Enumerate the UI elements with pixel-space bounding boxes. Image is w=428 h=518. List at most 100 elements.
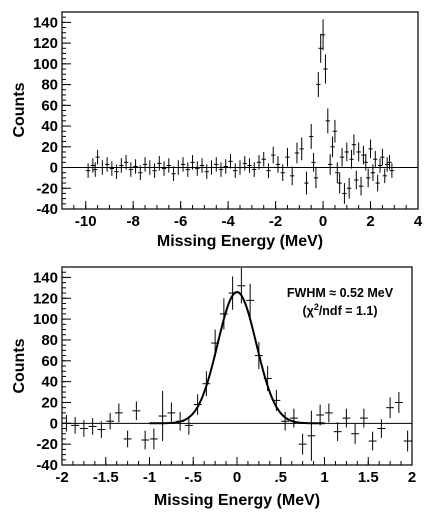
data-point [109, 161, 114, 176]
data-point [97, 421, 106, 438]
data-point [106, 412, 115, 430]
bottom-panel: -2 -1.5 -1 -.5 0 .5 1 1.5 2 -40 -20 0 20 40 60 80 100 120… [11, 266, 416, 509]
x-tick-label: 0 [233, 469, 241, 486]
data-point [79, 420, 88, 437]
data-point [85, 163, 91, 178]
data-point [351, 423, 360, 445]
data-point [335, 162, 340, 184]
data-point [147, 160, 152, 175]
data-point [358, 176, 364, 196]
data-point [377, 419, 386, 438]
data-point [166, 158, 171, 173]
y-tick-label: -20 [36, 180, 58, 197]
data-point [316, 72, 321, 98]
data-point [88, 418, 97, 435]
data-point [368, 139, 373, 159]
data-point [71, 417, 80, 434]
data-point [377, 158, 383, 173]
data-point [223, 159, 228, 174]
x-tick-label: 0 [319, 213, 327, 230]
data-point [294, 142, 300, 164]
bottom-data-points [62, 268, 412, 461]
data-point [138, 165, 143, 180]
data-point [132, 401, 141, 421]
y-tick-label: 0 [50, 415, 58, 432]
y-tick-label: 140 [33, 14, 58, 31]
x-tick-label: -4 [221, 213, 235, 230]
data-point [354, 170, 359, 190]
x-tick-label: -10 [75, 213, 97, 230]
data-point [100, 160, 105, 175]
data-point [373, 150, 378, 168]
data-point [104, 157, 110, 172]
data-point [333, 422, 342, 442]
x-tick-label: -2 [269, 213, 282, 230]
data-point [185, 162, 190, 177]
data-point [299, 137, 304, 161]
data-point [368, 431, 377, 451]
data-point [90, 158, 95, 173]
data-point [133, 159, 138, 174]
y-tick-label: 60 [41, 353, 58, 370]
data-point [193, 394, 202, 415]
data-point [328, 154, 333, 175]
data-point [204, 164, 209, 179]
y-tick-label: 100 [33, 56, 58, 73]
y-tick-label: 20 [41, 394, 58, 411]
data-point [359, 408, 368, 428]
chi2-annotation: (χ2/ndf = 1.1) [302, 302, 377, 318]
data-point [158, 391, 167, 442]
data-point [356, 142, 361, 162]
bottom-y-axis-title: Counts [11, 338, 28, 393]
data-point [304, 171, 309, 195]
y-tick-label: 40 [41, 118, 58, 135]
data-point [266, 163, 271, 178]
x-tick-label: 1.5 [358, 469, 379, 486]
bottom-axis-ticks: -2 -1.5 -1 -.5 0 .5 1 1.5 2 -40 -20 0 20 40 60 80 100 120… [33, 266, 416, 486]
data-point [176, 160, 181, 175]
data-point [219, 298, 228, 330]
data-point [280, 164, 285, 182]
data-point [386, 397, 395, 419]
bottom-x-axis-title: Missing Energy (MeV) [154, 492, 320, 509]
gaussian-fit-curve [149, 290, 325, 425]
data-point [339, 147, 345, 167]
data-point [237, 160, 243, 175]
data-point [271, 146, 276, 164]
data-point [152, 163, 157, 178]
x-tick-label: 1 [320, 469, 328, 486]
x-tick-label: -6 [174, 213, 187, 230]
data-point [195, 161, 200, 176]
top-data-points [85, 19, 395, 204]
y-tick-label: 20 [41, 139, 58, 156]
data-point [233, 163, 238, 178]
data-point [275, 156, 281, 173]
data-point [190, 155, 195, 170]
y-tick-label: 140 [33, 269, 58, 286]
y-tick-label: 60 [41, 97, 58, 114]
y-tick-label: 40 [41, 374, 58, 391]
data-point [325, 108, 330, 134]
data-point [199, 158, 205, 173]
y-tick-label: 120 [33, 290, 58, 307]
data-point [123, 155, 129, 170]
data-point [394, 392, 403, 413]
data-point [261, 151, 266, 167]
y-tick-label: -20 [36, 436, 58, 453]
data-point [351, 134, 357, 156]
y-tick-label: 100 [33, 311, 58, 328]
top-y-axis-title: Counts [11, 82, 28, 137]
x-tick-label: -2 [55, 469, 68, 486]
data-point [320, 19, 326, 51]
data-point [309, 123, 314, 149]
data-point [237, 268, 246, 304]
data-point [167, 402, 176, 424]
data-point [149, 428, 158, 450]
data-point [256, 155, 262, 170]
data-point [62, 414, 71, 432]
fwhm-annotation: FWHM ≈ 0.52 MeV [287, 286, 394, 300]
x-tick-label: -1.5 [93, 469, 119, 486]
